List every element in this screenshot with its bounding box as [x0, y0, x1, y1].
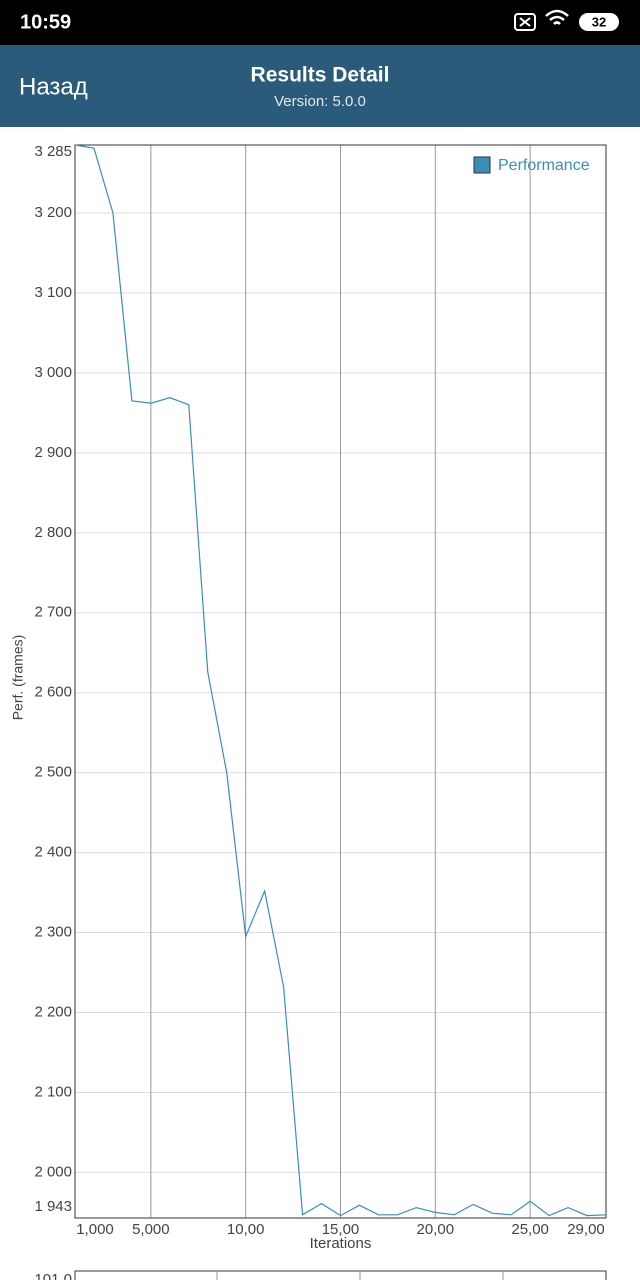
y-tick-label: 2 600: [34, 684, 72, 701]
next-chart-frame: [74, 1270, 607, 1280]
y-tick-label: 2 400: [34, 844, 72, 861]
notification-x: [519, 17, 531, 27]
screen-subtitle: Version: 5.0.0: [274, 93, 366, 110]
y-tick-label: 2 700: [34, 604, 72, 621]
battery-icon: [579, 13, 619, 31]
x-tick-label: 10,00: [227, 1221, 265, 1238]
legend-swatch: [473, 156, 491, 174]
y-tick-label: 3 285: [34, 143, 72, 160]
app-bar: [0, 45, 640, 127]
x-tick-label: 5,000: [132, 1221, 170, 1238]
x-axis-label: Iterations: [310, 1235, 372, 1252]
clock: 10:59: [20, 11, 71, 33]
x-tick-label: 29,00: [567, 1221, 605, 1238]
y-tick-label: 2 800: [34, 524, 72, 541]
y-axis-label: Perf. (frames): [10, 635, 26, 721]
battery-level: 32: [592, 14, 606, 29]
wifi-icon: [545, 9, 569, 25]
y-tick-label: 2 200: [34, 1003, 72, 1020]
y-tick-label: 3 100: [34, 284, 72, 301]
screen-title: Results Detail: [251, 64, 390, 87]
y-tick-label: 2 300: [34, 924, 72, 941]
y-tick-label: 2 100: [34, 1083, 72, 1100]
x-tick-label: 25,00: [511, 1221, 549, 1238]
y-tick-label: 2 500: [34, 764, 72, 781]
y-tick-label: 2 900: [34, 444, 72, 461]
legend-label: Performance: [498, 157, 590, 174]
back-button[interactable]: Назад: [19, 73, 88, 100]
y-tick-label: 3 000: [34, 364, 72, 381]
notification-icon: [514, 13, 536, 31]
y-tick-label: 2 000: [34, 1163, 72, 1180]
x-tick-label: 15,00: [322, 1221, 360, 1238]
plot-frame: [74, 144, 607, 1219]
y-tick-label: 1 943: [34, 1198, 72, 1215]
status-bar: [0, 0, 640, 45]
x-tick-label: 20,00: [417, 1221, 455, 1238]
next-chart-label: 101,0: [34, 1271, 72, 1280]
data-line: [74, 144, 607, 1217]
chart: 1 943 2 000 2 100 2 200 2 300 2 400 2 500 2 600…: [10, 143, 607, 1252]
y-tick-label: 3 200: [34, 204, 72, 221]
x-tick-label: 1,000: [76, 1221, 114, 1238]
